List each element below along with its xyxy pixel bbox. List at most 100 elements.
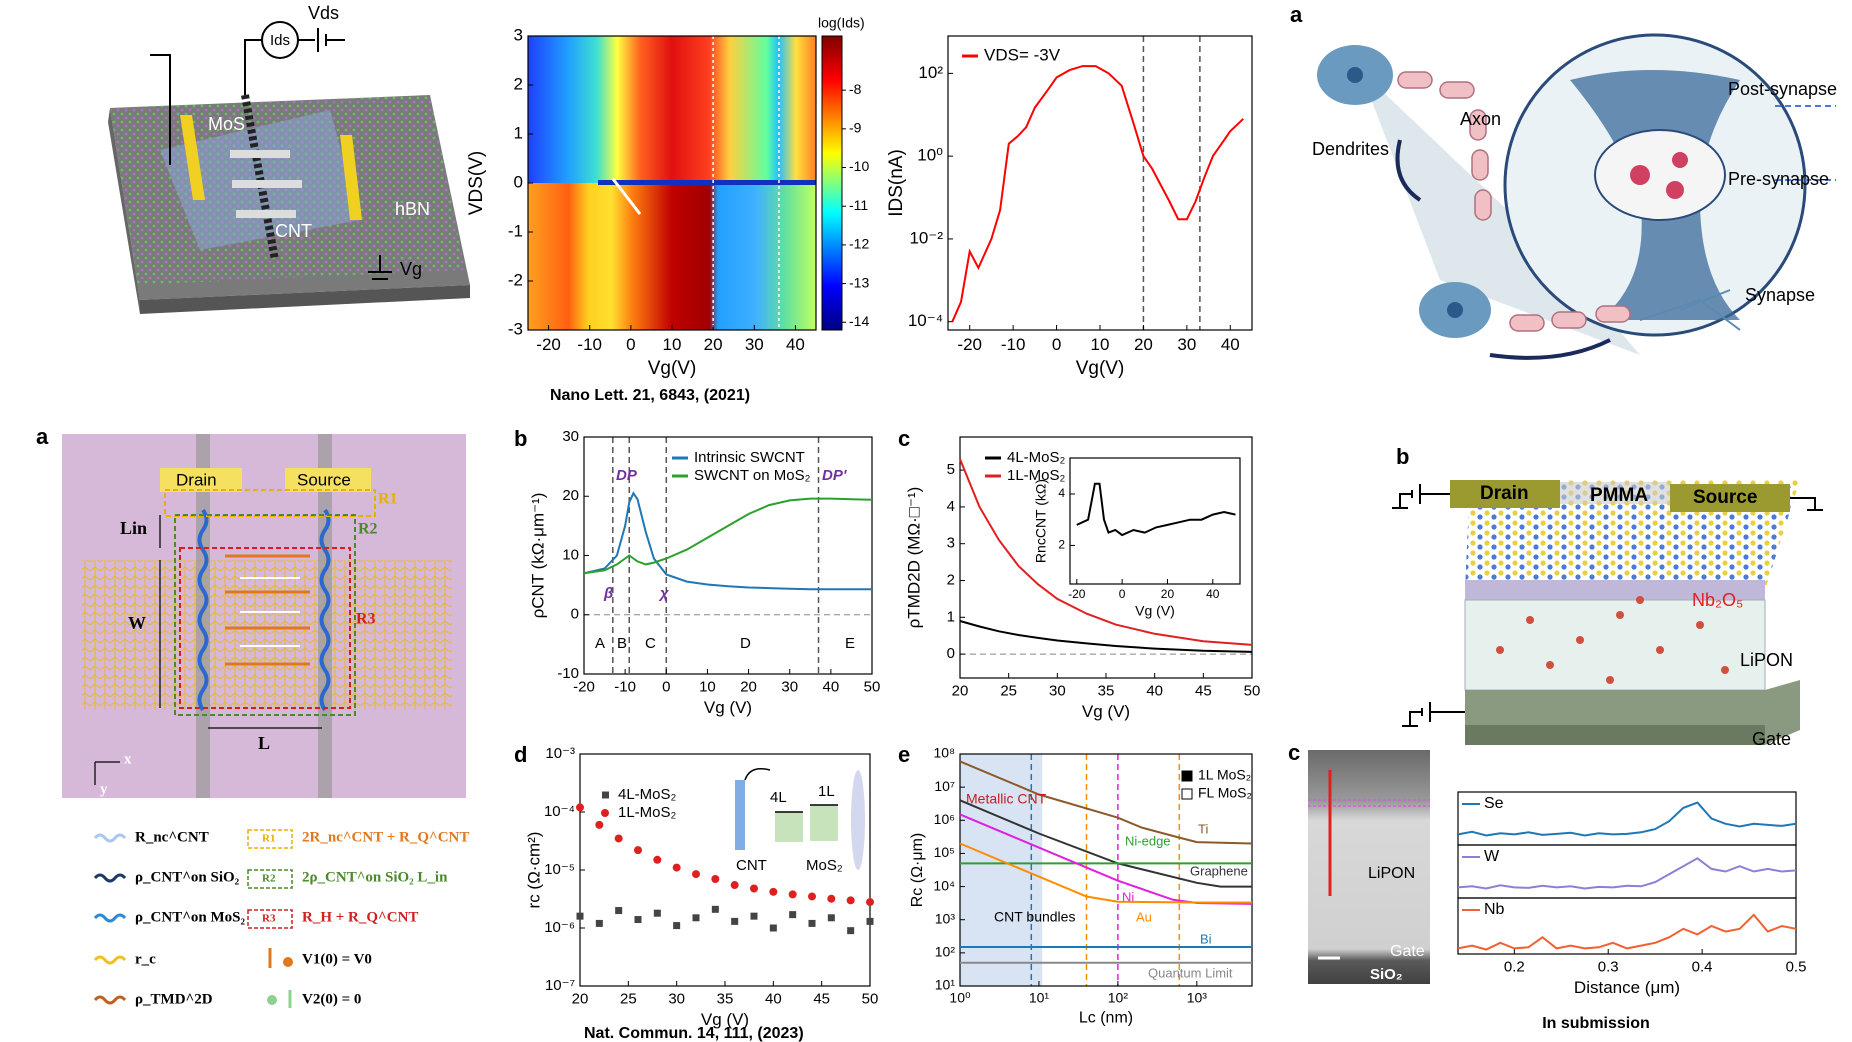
x-tick-label: -20 — [573, 678, 595, 695]
series-line — [1076, 482, 1236, 537]
y-tick-label: 0 — [514, 172, 523, 191]
legend-text: ρ_CNT^on MoS₂ — [135, 909, 246, 925]
legend-label: 1L-MoS₂ — [618, 804, 677, 821]
legend-text: R3 — [262, 913, 276, 925]
point — [653, 909, 661, 917]
panel-label: c — [898, 426, 910, 451]
chart: Se — [1457, 791, 1797, 846]
chart: log(Ids)-8-9-10-11-12-13-14-20 -10 0 10 20 30… — [466, 15, 869, 379]
y-tick-label: 30 — [562, 428, 579, 445]
point — [692, 870, 700, 879]
legend-label: 4L-MoS₂ — [618, 786, 677, 803]
point — [634, 846, 642, 855]
chart: -20 0 20 40 2 4 Vg (V) RncCNT (kΩ) — [1033, 457, 1241, 619]
series-label: Au — [1136, 909, 1152, 924]
legend-marker — [602, 791, 609, 799]
y-axis-label: rc (Ω·cm²) — [524, 832, 543, 909]
legend-text: R1 — [262, 833, 275, 845]
y-tick-label: 10¹ — [935, 977, 956, 993]
x-tick-label: 10 — [1091, 335, 1110, 354]
source-label: Source — [1693, 487, 1757, 508]
series-label: Ni — [1122, 889, 1134, 904]
drain-label: Drain — [176, 470, 217, 489]
y-tick-label: 0 — [571, 606, 579, 623]
point — [692, 914, 700, 922]
legend-marker — [1181, 770, 1193, 782]
y-tick-label: 10⁸ — [934, 745, 956, 761]
series-label: Bi — [1200, 931, 1212, 946]
x-axis-label: Vg (V) — [701, 1010, 749, 1029]
mos-label: MoS — [208, 114, 245, 134]
annotation: D — [740, 635, 751, 652]
x-tick-label: 30 — [668, 990, 685, 1007]
channel-schematic: a Drain Source Lin W L R1 R2 R3 x y — [36, 424, 466, 798]
plot-frame — [1069, 457, 1241, 585]
y-tick-label: -2 — [508, 270, 523, 289]
y-axis-label: ρCNT (kΩ·μm⁻¹) — [528, 493, 547, 619]
point — [730, 881, 739, 890]
x-tick-label: 0 — [626, 335, 635, 354]
x-tick-label: 50 — [1244, 682, 1261, 699]
y-tick-label: 10 — [562, 546, 579, 563]
point — [595, 820, 604, 829]
caption: In submission — [1542, 1015, 1650, 1032]
x-tick-label: 20 — [952, 682, 969, 699]
x-tick-label: 45 — [813, 990, 830, 1007]
point — [614, 834, 623, 843]
colorbar — [821, 35, 843, 331]
plot-frame — [1457, 844, 1797, 899]
point — [847, 927, 855, 935]
point — [846, 896, 855, 905]
legend-label: FL MoS₂ — [1198, 785, 1252, 801]
x-tick-label: 20 — [1161, 587, 1175, 601]
pre-synapse-label: Pre-synapse — [1728, 169, 1829, 189]
series-line — [959, 620, 1253, 653]
panel-label: a — [36, 424, 49, 449]
y-tick-label: -1 — [508, 221, 523, 240]
annotation: B — [617, 635, 627, 652]
x-tick-label: -20 — [957, 335, 982, 354]
l-label: L — [258, 733, 270, 753]
y-tick-label: 10⁻⁵ — [544, 861, 575, 878]
heatmap-top — [528, 36, 816, 183]
r1-label: R1 — [378, 491, 398, 508]
x-tick-label: 25 — [1000, 682, 1017, 699]
series-line — [1457, 801, 1797, 837]
x-tick-label: 30 — [1177, 335, 1196, 354]
series-line — [583, 491, 872, 591]
caption: Nano Lett. 21, 6843, (2021) — [550, 387, 750, 404]
y-axis-label: IDS(nA) — [886, 149, 907, 217]
point — [711, 905, 719, 913]
point — [808, 919, 816, 927]
annotation: CNT bundles — [994, 909, 1075, 925]
point — [673, 922, 681, 930]
y-axis-label: Rc (Ω·μm) — [909, 833, 926, 908]
series-line — [1457, 857, 1797, 890]
y-axis-label: RncCNT (kΩ) — [1033, 479, 1049, 563]
annotation: C — [645, 635, 656, 652]
x-tick-label: 40 — [765, 990, 782, 1007]
legend-label: 4L-MoS₂ — [1007, 449, 1066, 466]
y-tick-label: 10⁰ — [917, 146, 943, 165]
legend-label: SWCNT on MoS₂ — [694, 467, 811, 484]
y-tick-label: 10⁻² — [909, 228, 943, 247]
x-tick-label: 0 — [1052, 335, 1061, 354]
y-axis-label: y — [100, 781, 108, 797]
annotation: A — [595, 635, 605, 652]
x-tick-label: 25 — [620, 990, 637, 1007]
series-line — [959, 458, 1253, 646]
x-tick-label: 30 — [745, 335, 764, 354]
drain-label: Drain — [1480, 483, 1529, 504]
x-tick-label: 10² — [1108, 989, 1129, 1005]
y-axis-label: ρTMD2D (MΩ·□⁻¹) — [904, 487, 923, 629]
x-tick-label: 40 — [1206, 587, 1220, 601]
y-tick-label: -10 — [557, 665, 579, 682]
caption: Nat. Commun. 14, 111, (2023) — [584, 1025, 804, 1042]
x-tick-label: 0.2 — [1504, 958, 1525, 975]
point — [769, 887, 778, 896]
point — [750, 912, 758, 920]
x-tick-label: 30 — [781, 678, 798, 695]
source-label: Source — [297, 470, 351, 489]
chart: 0.2 0.3 0.4 0.5 Distance (μm) Nb — [1457, 897, 1806, 997]
